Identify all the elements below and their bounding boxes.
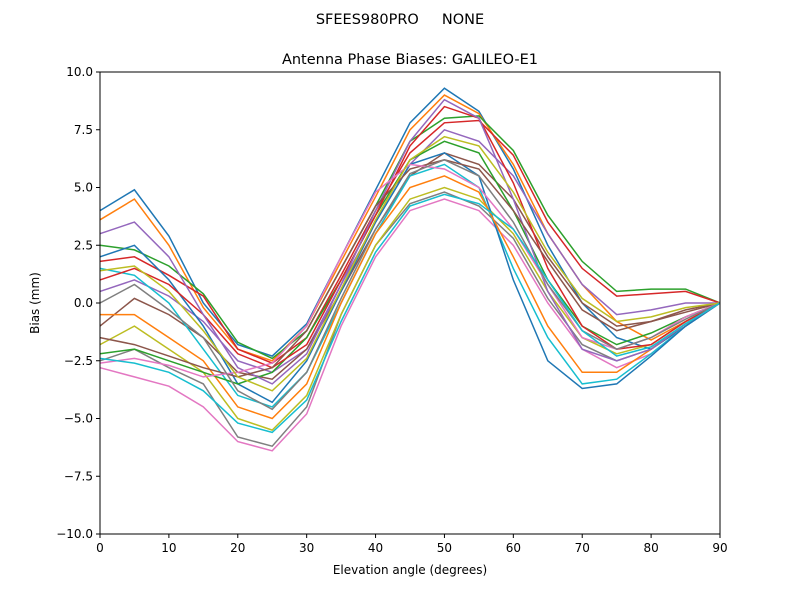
x-tick-label: 20: [230, 541, 245, 555]
series-line-0: [99, 87, 721, 357]
y-axis: −10.0 −7.5 −5.0 −2.5 0.0 2.5 5.0 7.5 10.0: [56, 65, 100, 541]
y-tick-label: 10.0: [66, 65, 93, 79]
x-tick-label: 30: [299, 541, 314, 555]
chart-title: Antenna Phase Biases: GALILEO-E1: [282, 52, 538, 68]
series-line-18: [99, 135, 721, 392]
y-tick-label: −2.5: [64, 354, 93, 368]
series-lines: [99, 87, 721, 452]
series-line-3: [99, 119, 721, 364]
y-tick-label: 7.5: [74, 123, 93, 137]
x-tick-label: 0: [96, 541, 104, 555]
x-tick-label: 80: [643, 541, 658, 555]
x-axis: 0 10 20 30 40 50 60 70 80 90: [96, 534, 728, 555]
y-tick-label: 2.5: [74, 238, 93, 252]
chart-suptitle: SFEES980PRO NONE: [316, 12, 484, 28]
x-tick-label: 50: [437, 541, 452, 555]
y-tick-label: −5.0: [64, 412, 93, 426]
series-line-17: [99, 158, 721, 411]
x-tick-label: 40: [368, 541, 383, 555]
series-line-15: [99, 159, 721, 378]
series-line-14: [99, 98, 721, 385]
x-tick-label: 90: [712, 541, 727, 555]
series-line-9: [99, 163, 721, 408]
series-line-1: [99, 94, 721, 362]
y-tick-label: −7.5: [64, 469, 93, 483]
y-tick-label: −10.0: [56, 527, 93, 541]
y-tick-label: 0.0: [74, 296, 93, 310]
series-line-8: [99, 186, 721, 431]
series-line-6: [99, 198, 721, 452]
x-axis-label: Elevation angle (degrees): [333, 563, 487, 577]
y-axis-label: Bias (mm): [28, 272, 42, 334]
series-line-11: [100, 175, 721, 420]
x-tick-label: 10: [161, 541, 176, 555]
x-tick-label: 70: [575, 541, 590, 555]
series-line-19: [99, 193, 721, 434]
y-tick-label: 5.0: [74, 181, 93, 195]
x-tick-label: 60: [506, 541, 521, 555]
